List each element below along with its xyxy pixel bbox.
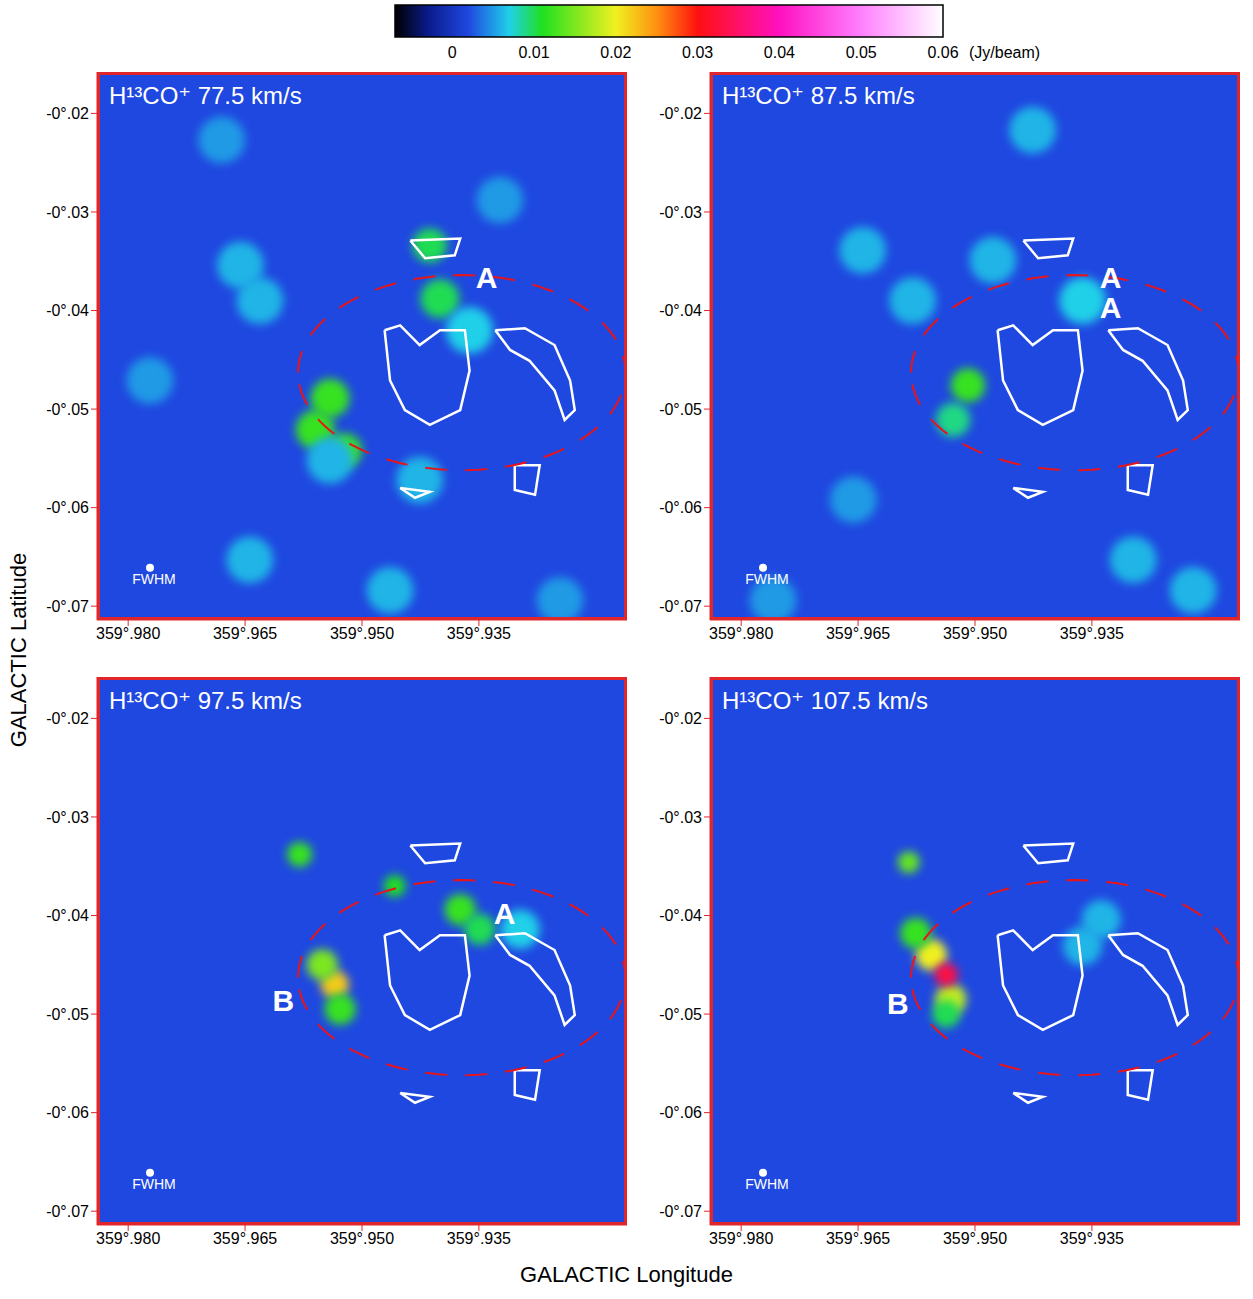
- svg-text:359°.950: 359°.950: [943, 1230, 1007, 1247]
- svg-text:A: A: [476, 261, 498, 294]
- svg-text:0.06: 0.06: [927, 44, 958, 61]
- svg-text:-0°.06: -0°.06: [659, 1104, 702, 1121]
- svg-text:FWHM: FWHM: [745, 571, 789, 587]
- html-text:H¹³CO⁺ 97.5 km/s: H¹³CO⁺ 97.5 km/s: [109, 687, 302, 714]
- svg-text:0.01: 0.01: [518, 44, 549, 61]
- svg-text:359°.980: 359°.980: [709, 1230, 773, 1247]
- svg-text:-0°.06: -0°.06: [659, 499, 702, 516]
- svg-text:-0°.03: -0°.03: [659, 809, 702, 826]
- html-text:GALACTIC Longitude: GALACTIC Longitude: [520, 1262, 733, 1287]
- svg-text:359°.965: 359°.965: [826, 625, 890, 642]
- svg-text:-0°.05: -0°.05: [46, 1006, 89, 1023]
- html-text:H¹³CO⁺ 77.5 km/s: H¹³CO⁺ 77.5 km/s: [109, 82, 302, 109]
- svg-text:-0°.03: -0°.03: [46, 204, 89, 221]
- svg-text:359°.935: 359°.935: [1060, 1230, 1124, 1247]
- svg-text:-0°.07: -0°.07: [659, 598, 702, 615]
- svg-text:A: A: [1100, 291, 1122, 324]
- svg-text:0.03: 0.03: [682, 44, 713, 61]
- html-text:H¹³CO⁺ 107.5 km/s: H¹³CO⁺ 107.5 km/s: [722, 687, 928, 714]
- svg-text:A: A: [494, 897, 516, 930]
- svg-text:FWHM: FWHM: [132, 571, 176, 587]
- svg-text:B: B: [887, 987, 909, 1020]
- svg-text:FWHM: FWHM: [132, 1176, 176, 1192]
- svg-text:-0°.03: -0°.03: [659, 204, 702, 221]
- svg-text:359°.950: 359°.950: [943, 625, 1007, 642]
- svg-text:359°.980: 359°.980: [709, 625, 773, 642]
- svg-text:359°.935: 359°.935: [447, 625, 511, 642]
- svg-text:-0°.05: -0°.05: [659, 1006, 702, 1023]
- svg-text:359°.980: 359°.980: [96, 625, 160, 642]
- svg-text:359°.935: 359°.935: [1060, 625, 1124, 642]
- svg-text:359°.965: 359°.965: [213, 1230, 277, 1247]
- svg-text:FWHM: FWHM: [745, 1176, 789, 1192]
- svg-text:-0°.04: -0°.04: [46, 302, 89, 319]
- svg-text:A: A: [1100, 261, 1122, 294]
- svg-text:-0°.07: -0°.07: [46, 598, 89, 615]
- svg-text:-0°.06: -0°.06: [46, 499, 89, 516]
- svg-text:-0°.04: -0°.04: [46, 907, 89, 924]
- svg-text:0: 0: [448, 44, 457, 61]
- svg-text:-0°.07: -0°.07: [46, 1203, 89, 1220]
- svg-text:-0°.06: -0°.06: [46, 1104, 89, 1121]
- svg-text:0.05: 0.05: [846, 44, 877, 61]
- svg-text:-0°.02: -0°.02: [659, 105, 702, 122]
- svg-text:-0°.05: -0°.05: [46, 401, 89, 418]
- svg-text:B: B: [272, 984, 294, 1017]
- svg-text:(Jy/beam): (Jy/beam): [969, 44, 1040, 61]
- svg-text:359°.980: 359°.980: [96, 1230, 160, 1247]
- svg-text:-0°.04: -0°.04: [659, 907, 702, 924]
- svg-text:359°.965: 359°.965: [826, 1230, 890, 1247]
- svg-text:0.02: 0.02: [600, 44, 631, 61]
- svg-text:-0°.02: -0°.02: [659, 710, 702, 727]
- svg-text:-0°.02: -0°.02: [46, 105, 89, 122]
- svg-text:-0°.04: -0°.04: [659, 302, 702, 319]
- svg-text:-0°.07: -0°.07: [659, 1203, 702, 1220]
- html-text:H¹³CO⁺ 87.5 km/s: H¹³CO⁺ 87.5 km/s: [722, 82, 915, 109]
- html-text:GALACTIC Latitude: GALACTIC Latitude: [6, 552, 31, 748]
- svg-text:-0°.03: -0°.03: [46, 809, 89, 826]
- svg-text:359°.950: 359°.950: [330, 1230, 394, 1247]
- svg-text:359°.935: 359°.935: [447, 1230, 511, 1247]
- svg-text:0.04: 0.04: [764, 44, 795, 61]
- svg-text:-0°.05: -0°.05: [659, 401, 702, 418]
- svg-text:359°.950: 359°.950: [330, 625, 394, 642]
- svg-text:359°.965: 359°.965: [213, 625, 277, 642]
- svg-text:-0°.02: -0°.02: [46, 710, 89, 727]
